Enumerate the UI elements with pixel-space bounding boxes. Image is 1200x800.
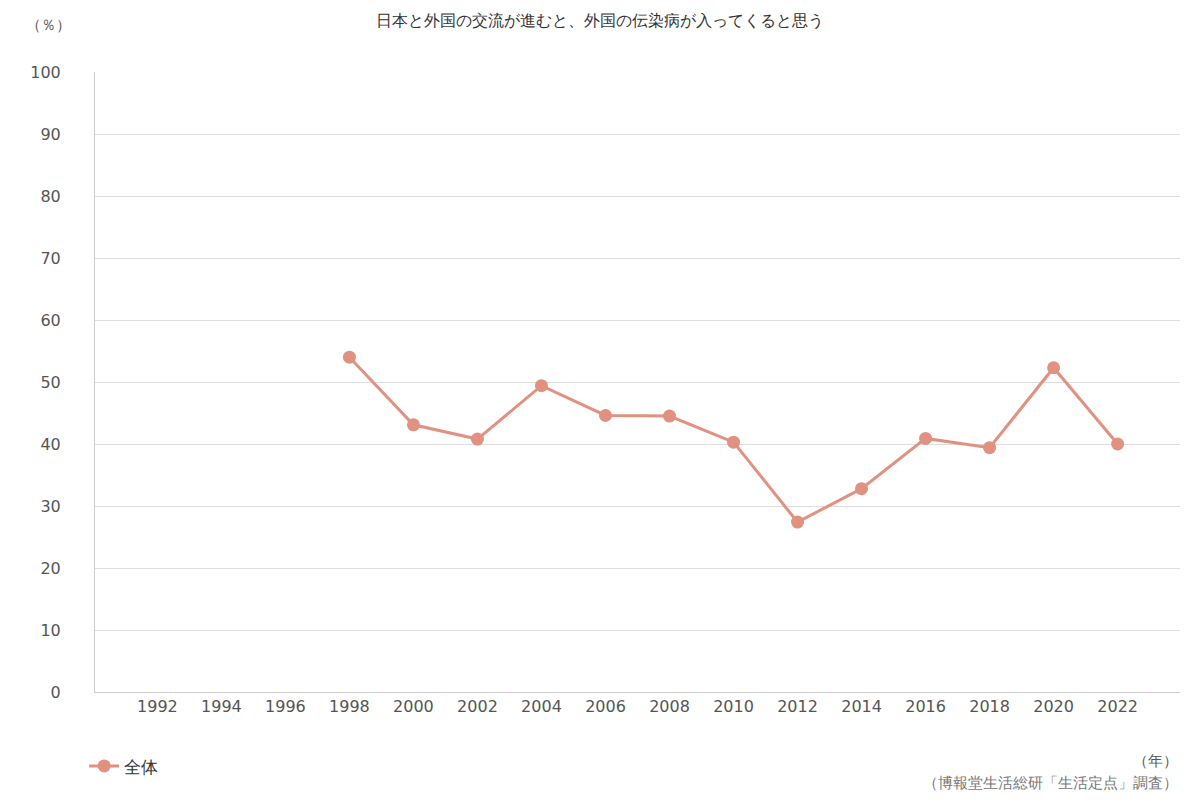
- svg-text:2020: 2020: [1033, 697, 1074, 716]
- svg-text:2008: 2008: [649, 697, 690, 716]
- svg-text:60: 60: [40, 311, 60, 330]
- svg-text:1996: 1996: [265, 697, 306, 716]
- svg-text:1994: 1994: [201, 697, 242, 716]
- svg-text:2010: 2010: [713, 697, 754, 716]
- svg-text:2018: 2018: [969, 697, 1010, 716]
- svg-text:50: 50: [40, 373, 60, 392]
- svg-text:30: 30: [40, 497, 60, 516]
- svg-text:40: 40: [40, 435, 60, 454]
- svg-text:0: 0: [51, 683, 61, 702]
- svg-text:2014: 2014: [841, 697, 882, 716]
- svg-text:70: 70: [40, 249, 60, 268]
- svg-text:全体: 全体: [124, 757, 158, 777]
- svg-text:2006: 2006: [585, 697, 626, 716]
- svg-text:1992: 1992: [137, 697, 178, 716]
- svg-text:日本と外国の交流が進むと、外国の伝染病が入ってくると思う: 日本と外国の交流が進むと、外国の伝染病が入ってくると思う: [376, 11, 824, 30]
- svg-text:2012: 2012: [777, 697, 818, 716]
- svg-text:（％）: （％）: [26, 16, 71, 34]
- svg-text:2004: 2004: [521, 697, 562, 716]
- svg-text:（年）: （年）: [1133, 752, 1178, 770]
- svg-text:2016: 2016: [905, 697, 946, 716]
- svg-text:100: 100: [30, 63, 61, 82]
- svg-text:10: 10: [40, 621, 60, 640]
- svg-text:2000: 2000: [393, 697, 434, 716]
- svg-text:20: 20: [40, 559, 60, 578]
- svg-text:80: 80: [40, 187, 60, 206]
- svg-text:90: 90: [40, 125, 60, 144]
- svg-text:2002: 2002: [457, 697, 498, 716]
- svg-text:2022: 2022: [1097, 697, 1138, 716]
- svg-text:1998: 1998: [329, 697, 370, 716]
- svg-text:（博報堂生活総研「生活定点」調査）: （博報堂生活総研「生活定点」調査）: [923, 774, 1178, 792]
